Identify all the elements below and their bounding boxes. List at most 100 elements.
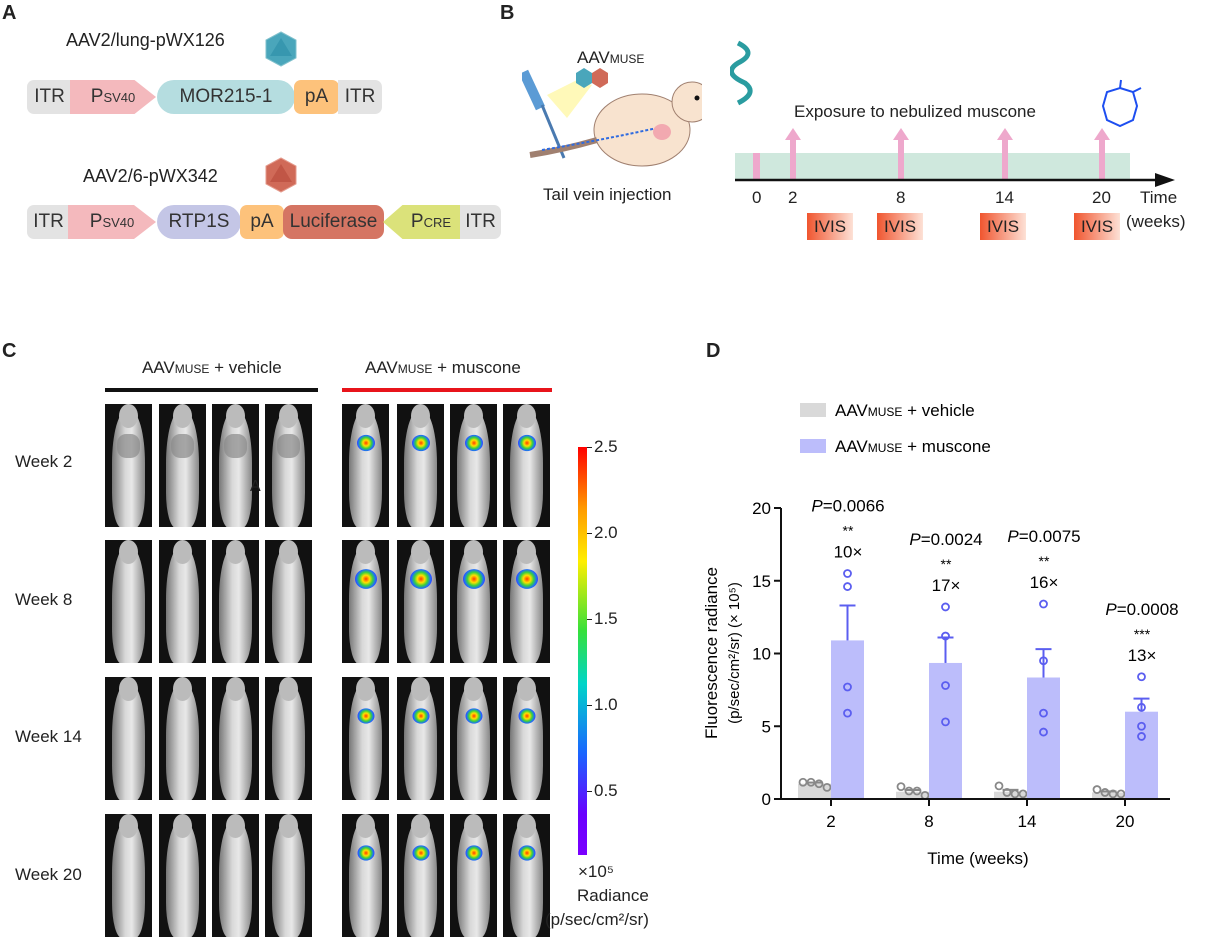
- ivis-image-vehicle: [159, 677, 206, 800]
- y-axis-label: Fluorescence radiance: [702, 567, 721, 739]
- pa-segment: pA: [240, 205, 284, 239]
- timeline: [735, 128, 1175, 187]
- ivis-image-vehicle: [105, 677, 152, 800]
- data-point: [798, 777, 808, 787]
- data-point: [1137, 672, 1146, 682]
- ivis-image-vehicle: [212, 540, 259, 663]
- itr-segment: ITR: [338, 80, 382, 114]
- bioluminescence-signal: [518, 845, 536, 861]
- data-point: [1116, 789, 1126, 799]
- bar-muscone: [1125, 711, 1158, 799]
- exposure-arrows: [785, 128, 1110, 179]
- significance-stars: **: [1039, 553, 1050, 569]
- ivis-image-muscone: [503, 814, 550, 937]
- construct1-name: AAV2/lung-pWX126: [66, 30, 225, 50]
- dna-helix-icon: [730, 40, 753, 106]
- data-point: [806, 777, 816, 787]
- bioluminescence-signal: [357, 845, 375, 861]
- bioluminescence-signal: [465, 708, 483, 724]
- x-axis-label: Time (weeks): [927, 849, 1028, 868]
- ivis-image-vehicle: [105, 814, 152, 937]
- ivis-image-vehicle: [159, 540, 206, 663]
- bar-vehicle: [1092, 792, 1125, 799]
- ivis-image-muscone: [342, 677, 389, 800]
- row-label-week20: Week 20: [15, 865, 82, 884]
- significance-stars: ***: [1134, 626, 1151, 642]
- vector-label: AAVMUSE: [577, 48, 645, 67]
- significance-stars: **: [941, 556, 952, 572]
- colorbar-tick: 0.5: [594, 781, 618, 800]
- exposure-label: Exposure to nebulized muscone: [794, 102, 1036, 121]
- ivis-image-vehicle: [105, 540, 152, 663]
- ivis-image-muscone: [397, 814, 444, 937]
- colorbar-unit: ×10⁵: [578, 862, 614, 881]
- legend-swatch: [800, 403, 826, 417]
- row-label-week14: Week 14: [15, 727, 82, 746]
- data-point: [941, 602, 950, 612]
- data-point: [941, 631, 950, 641]
- p-value: P=0.0024: [909, 530, 982, 549]
- bioluminescence-signal: [355, 569, 377, 589]
- tick-20: 20: [1092, 188, 1111, 207]
- data-point: [904, 786, 914, 796]
- fold-change: 17×: [932, 576, 961, 595]
- itr-segment: ITR: [460, 205, 501, 239]
- data-point: [1039, 599, 1048, 609]
- data-point: [941, 717, 950, 727]
- data-point: [1039, 708, 1048, 718]
- bioluminescence-signal: [412, 845, 430, 861]
- y-tick-label: 15: [752, 572, 771, 591]
- ivis-image-muscone: [503, 677, 550, 800]
- ivis-image-vehicle: [159, 814, 206, 937]
- data-point: [1100, 788, 1110, 797]
- injection-label: Tail vein injection: [543, 185, 672, 204]
- x-tick-label: 20: [1116, 812, 1135, 831]
- data-point: [1039, 727, 1048, 737]
- y-tick-label: 5: [762, 717, 771, 736]
- ivis-image-muscone: [503, 540, 550, 663]
- ivis-image-muscone: [503, 404, 550, 527]
- bioluminescence-signal: [516, 569, 538, 589]
- ivis-box: IVIS: [877, 213, 923, 240]
- ivis-image-vehicle: [105, 404, 152, 527]
- tick-8: 8: [896, 188, 906, 207]
- data-point: [1092, 785, 1102, 794]
- muscone-structure-icon: [1101, 79, 1142, 128]
- tick-14: 14: [995, 188, 1014, 207]
- time-label: Time: [1140, 188, 1178, 207]
- bar-muscone: [831, 640, 864, 799]
- radiance-colorbar: [578, 447, 587, 855]
- data-point: [1137, 721, 1146, 731]
- bioluminescence-signal: [518, 708, 536, 724]
- data-point: [843, 708, 852, 718]
- bioluminescence-signal: [412, 708, 430, 724]
- muscone-bar: [342, 388, 552, 392]
- bar-vehicle: [896, 791, 929, 799]
- fold-change: 16×: [1030, 573, 1059, 592]
- fold-change: 13×: [1128, 646, 1157, 665]
- panel-label-b: B: [500, 2, 515, 24]
- ivis-image-muscone: [450, 677, 497, 800]
- data-point: [843, 682, 852, 692]
- y-tick-label: 0: [762, 790, 771, 809]
- ivis-image-muscone: [342, 540, 389, 663]
- group-vehicle-header: AAVMUSE + vehicle: [142, 358, 282, 377]
- ivis-image-vehicle: [212, 677, 259, 800]
- data-point: [814, 779, 824, 789]
- bioluminescence-signal: [463, 569, 485, 589]
- data-point: [1002, 788, 1012, 797]
- group-muscone-header: AAVMUSE + muscone: [365, 358, 521, 377]
- data-point: [1010, 789, 1020, 799]
- data-point: [1018, 789, 1028, 799]
- fold-change: 10×: [834, 542, 863, 561]
- tick-0: 0: [752, 188, 762, 207]
- colorbar-units: (p/sec/cm²/sr): [545, 910, 649, 929]
- ivis-image-vehicle: [212, 404, 259, 527]
- data-point: [1137, 732, 1146, 741]
- y-tick-label: 20: [752, 499, 771, 518]
- syringe-icon: [522, 69, 566, 159]
- itr-segment: ITR: [27, 80, 72, 114]
- bioluminescence-signal: [465, 845, 483, 861]
- ivis-box: IVIS: [980, 213, 1026, 240]
